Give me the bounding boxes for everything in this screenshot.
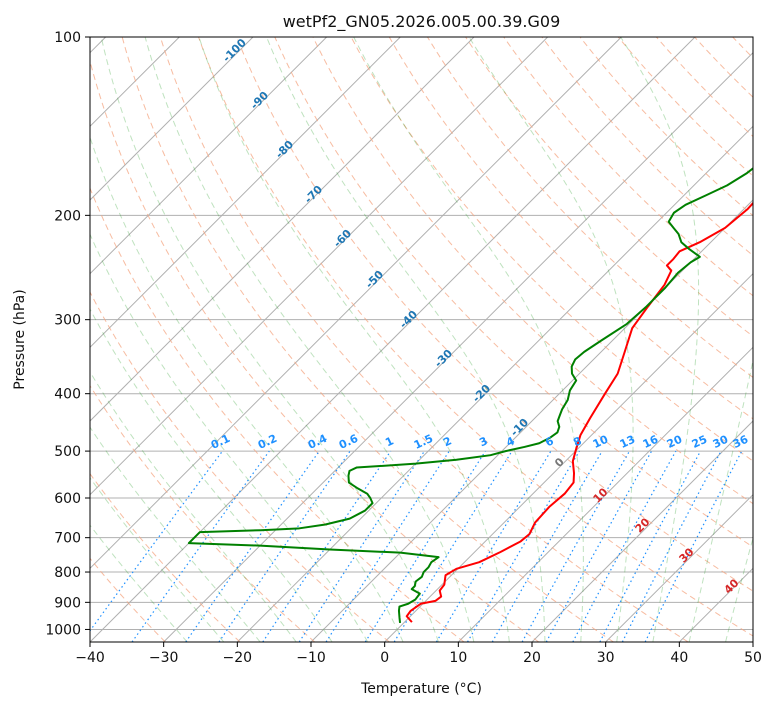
moist-adiabat-line (90, 233, 369, 642)
isotherm-line (90, 37, 549, 496)
mixing-ratio-line (466, 450, 580, 642)
x-tick-label: 50 (744, 650, 762, 666)
moist-adiabat-line (90, 135, 404, 642)
mixing-ratio-line (572, 450, 677, 642)
dry-adiabat-line (312, 37, 753, 505)
dry-adiabat-line (236, 37, 753, 592)
mixing-ratio-label: 10 (591, 433, 611, 451)
mixing-ratio-line (185, 450, 320, 642)
y-axis-label: Pressure (hPa) (12, 289, 28, 389)
mixing-ratio-label: 16 (641, 433, 661, 451)
y-tick-label: 500 (54, 444, 81, 460)
x-tick-label: 0 (380, 650, 389, 666)
mixing-ratio-line (325, 450, 450, 642)
dry-adiabat-line (90, 186, 465, 642)
chart-title: wetPf2_GN05.2026.005.00.39.G09 (283, 12, 561, 32)
isotherm-line (605, 493, 753, 642)
x-tick-label: −10 (296, 650, 326, 666)
moist-adiabat-line (90, 308, 333, 642)
moist-adiabat-line (725, 536, 753, 642)
isotherm-line (531, 420, 753, 642)
isotherm-line (384, 272, 753, 642)
y-tick-label: 800 (54, 565, 81, 581)
x-tick-label: 40 (670, 650, 688, 666)
x-tick-label: 30 (597, 650, 615, 666)
mixing-ratio-line (491, 450, 603, 642)
y-tick-label: 700 (54, 531, 81, 547)
mixing-ratio-label: 13 (618, 433, 637, 451)
isotherm-line (90, 37, 401, 349)
moist-adiabat-line (90, 476, 225, 642)
dry-adiabat-line (503, 37, 753, 297)
moist-adiabat-line (90, 524, 188, 642)
dry-adiabat-line (90, 291, 390, 642)
moist-adiabat-line (198, 37, 510, 642)
dry-adiabat-line (617, 37, 753, 177)
plot-frame (89, 36, 754, 643)
isotherm-line (163, 51, 753, 642)
isotherm-line (457, 346, 753, 642)
isotherm-line (310, 199, 753, 642)
mixing-ratio-label: 30 (711, 433, 731, 451)
moist-adiabat-line (100, 37, 439, 642)
dry-adiabat-line (274, 37, 753, 548)
dry-adiabat-line (426, 37, 753, 378)
x-axis-label: Temperature (°C) (360, 681, 482, 697)
mixing-ratio-label: 20 (665, 433, 685, 451)
moist-adiabat-line (90, 370, 297, 642)
y-tick-label: 100 (54, 30, 81, 46)
y-tick-label: 600 (54, 491, 81, 507)
x-tick-label: −20 (223, 650, 253, 666)
isotherm-line (90, 37, 475, 422)
mixing-ratio-line (435, 450, 552, 642)
x-tick-label: 20 (523, 650, 541, 666)
mixing-ratio-line (364, 450, 486, 642)
mixing-ratio-line (521, 450, 631, 642)
moist-adiabat-line (90, 426, 261, 642)
dry-adiabat-line (121, 37, 614, 642)
mixing-ratio-line (545, 450, 653, 642)
mixing-ratio-line (131, 450, 270, 642)
isotherm-line (90, 37, 622, 570)
profile-lines (187, 167, 753, 624)
temperature-line (405, 201, 753, 623)
mixing-ratio-label: 25 (690, 433, 709, 451)
axis-ticks: −40 −30 −20 −10 0 10 20 30 40 50 100 200 300 400 500 60… (45, 30, 762, 666)
dewpoint-line (187, 167, 753, 624)
isotherm-line (90, 37, 254, 201)
x-tick-label: −40 (75, 650, 105, 666)
y-tick-label: 300 (54, 313, 81, 329)
moist-adiabat-line (266, 37, 546, 642)
mixing-ratio-line (298, 450, 425, 642)
dry-adiabat-line (159, 37, 689, 642)
y-tick-label: 1000 (45, 622, 81, 638)
moist-adiabat-line (620, 37, 700, 642)
mixing-ratio-line (90, 450, 223, 632)
moist-adiabat-line (144, 37, 475, 642)
x-tick-label: −30 (149, 650, 179, 666)
dry-adiabat-line (388, 37, 753, 420)
mixing-ratio-label: 36 (731, 433, 751, 451)
isotherm-line (236, 125, 753, 642)
dry-adiabat-line (198, 37, 753, 637)
isotherm-line (90, 37, 328, 275)
y-tick-label: 400 (54, 387, 81, 403)
y-tick-label: 900 (54, 595, 81, 611)
dry-adiabat-line (90, 59, 540, 642)
dry-adiabat-line (90, 384, 316, 642)
x-tick-label: 10 (449, 650, 467, 666)
moist-adiabat-line (353, 37, 584, 642)
y-tick-label: 200 (54, 208, 81, 224)
background-lines (90, 37, 753, 642)
moist-adiabat-line (688, 358, 753, 642)
mixing-ratio-line (393, 450, 513, 642)
